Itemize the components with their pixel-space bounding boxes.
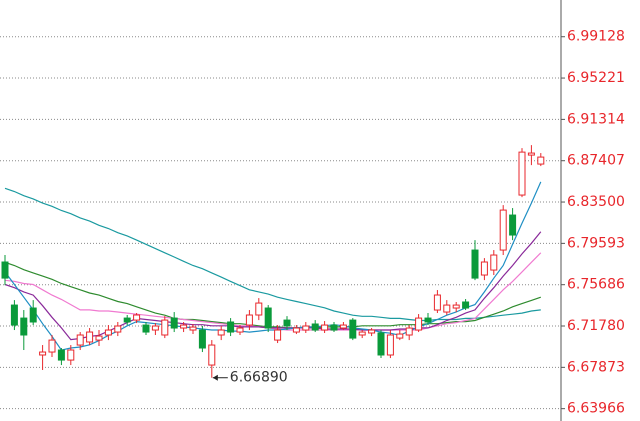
candle-body: [133, 314, 141, 321]
candle-body: [480, 261, 488, 276]
moving-average-line: [4, 187, 541, 322]
annotation-arrowhead: [212, 374, 218, 381]
candle-body: [433, 294, 441, 311]
candle-body: [537, 156, 545, 165]
y-tick-label: 6.83500: [567, 194, 625, 210]
candle-body: [405, 327, 413, 336]
candle-body: [104, 329, 112, 336]
y-tick-label: 6.63966: [567, 401, 625, 417]
candle-body: [349, 319, 357, 339]
candle-body: [292, 327, 300, 333]
candle-body: [142, 324, 150, 333]
candle-body: [227, 321, 235, 333]
moving-average-line: [4, 231, 542, 341]
candle-body: [255, 302, 263, 316]
candle-body: [527, 152, 535, 156]
candle-body: [509, 214, 517, 236]
candle-body: [518, 151, 526, 196]
candle-body: [264, 307, 272, 329]
candle-body: [170, 317, 178, 329]
candle-body: [161, 319, 169, 336]
y-tick-label: 6.79593: [567, 235, 625, 251]
candle-body: [424, 317, 432, 323]
moving-average-line: [4, 261, 541, 329]
candle-body: [67, 349, 75, 361]
candle-body: [114, 325, 122, 333]
y-tick-label: 6.99128: [567, 29, 625, 45]
candle-body: [180, 324, 188, 329]
candle-body: [151, 325, 159, 331]
candle-body: [198, 329, 206, 349]
candle-body: [208, 344, 216, 366]
y-tick-label: 6.87407: [567, 153, 625, 169]
candle-body: [1, 261, 9, 279]
candle-body: [321, 324, 329, 331]
candle-body: [236, 327, 244, 333]
candle-body: [499, 209, 507, 251]
y-tick-label: 6.71780: [567, 318, 625, 334]
candle-body: [245, 314, 253, 326]
candle-body: [330, 324, 338, 331]
moving-average-line: [4, 181, 542, 351]
candle-body: [415, 317, 423, 331]
candle-body: [471, 249, 479, 279]
candle-body: [462, 301, 470, 309]
candle-body: [48, 339, 56, 353]
candle-body: [339, 324, 347, 329]
candle-body: [274, 329, 282, 341]
candle-body: [283, 319, 291, 327]
candle-body: [57, 349, 65, 361]
candle-body: [123, 317, 131, 323]
candle-body: [490, 254, 498, 271]
candle-body: [39, 351, 47, 356]
candle-body: [217, 329, 225, 336]
candle-body: [452, 304, 460, 309]
candle-body: [368, 329, 376, 334]
y-tick-label: 6.67873: [567, 359, 625, 375]
candle-body: [189, 326, 197, 331]
candle-body: [76, 334, 84, 346]
y-tick-label: 6.91314: [567, 111, 625, 127]
candle-body: [443, 304, 451, 313]
candle-body: [20, 317, 28, 336]
candle-body: [86, 331, 94, 343]
candle-body: [358, 331, 366, 336]
candle-body: [311, 323, 319, 331]
candle-body: [396, 333, 404, 339]
candle-body: [29, 307, 37, 323]
y-tick-label: 6.75686: [567, 277, 625, 293]
candle-body: [302, 325, 310, 331]
y-tick-label: 6.95221: [567, 70, 625, 86]
candle-body: [377, 332, 385, 356]
candle-body: [386, 334, 394, 356]
candle-body: [95, 335, 103, 341]
candle-body: [10, 304, 18, 326]
annotation: 6.66890: [230, 370, 288, 386]
